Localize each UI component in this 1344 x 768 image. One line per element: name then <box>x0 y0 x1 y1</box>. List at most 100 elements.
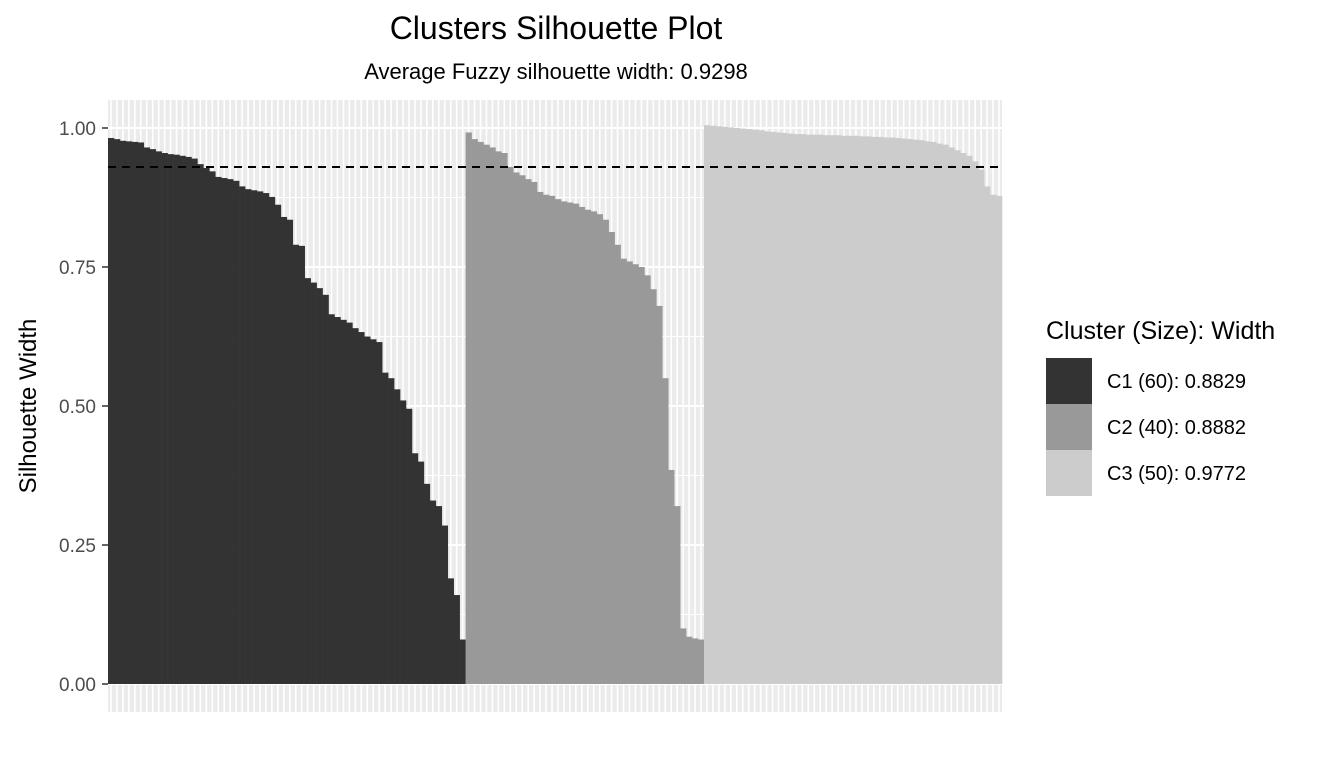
silhouette-bar-c2 <box>489 147 496 684</box>
silhouette-bar-c3 <box>805 134 812 684</box>
silhouette-bar-c1 <box>304 278 311 684</box>
silhouette-bar-c1 <box>191 158 198 684</box>
silhouette-bar-c1 <box>143 147 151 684</box>
silhouette-bar-c2 <box>686 636 693 684</box>
silhouette-bar-c1 <box>328 314 335 684</box>
silhouette-bar-c1 <box>316 288 323 684</box>
silhouette-bar-c2 <box>465 132 472 684</box>
silhouette-bar-c3 <box>775 132 782 684</box>
silhouette-bar-c2 <box>483 144 490 684</box>
silhouette-bar-c1 <box>161 153 168 684</box>
silhouette-bar-c3 <box>930 141 937 684</box>
silhouette-bar-c3 <box>870 136 878 684</box>
silhouette-bar-c1 <box>125 141 133 684</box>
silhouette-bar-c1 <box>441 525 449 684</box>
silhouette-bar-c1 <box>137 142 145 684</box>
silhouette-bar-c3 <box>942 144 949 684</box>
silhouette-bar-c1 <box>459 639 466 684</box>
y-tick-label: 0.75 <box>59 258 96 279</box>
silhouette-bar-c3 <box>841 135 848 684</box>
silhouette-bar-c3 <box>811 134 818 684</box>
silhouette-bar-c2 <box>614 244 621 684</box>
silhouette-bar-c1 <box>340 319 347 684</box>
silhouette-bar-c3 <box>847 135 854 684</box>
silhouette-bar-c2 <box>668 469 675 684</box>
silhouette-bar-c2 <box>525 179 532 685</box>
silhouette-bar-c2 <box>549 195 556 684</box>
chart-title: Clusters Silhouette Plot <box>390 10 723 46</box>
silhouette-bar-c1 <box>167 154 174 684</box>
silhouette-bar-c3 <box>984 186 991 684</box>
silhouette-bar-c1 <box>358 332 365 684</box>
silhouette-bar-c3 <box>864 136 872 685</box>
silhouette-bar-c1 <box>221 178 228 685</box>
silhouette-bar-c2 <box>590 211 598 684</box>
silhouette-bar-c1 <box>453 595 460 684</box>
silhouette-bar-c1 <box>185 156 192 685</box>
silhouette-bar-c1 <box>352 328 359 684</box>
silhouette-bar-c1 <box>149 149 156 685</box>
silhouette-bar-c3 <box>990 194 997 684</box>
silhouette-bar-c1 <box>257 191 264 684</box>
silhouette-bar-c2 <box>471 139 478 684</box>
silhouette-bar-c2 <box>698 639 705 684</box>
silhouette-bar-c3 <box>781 133 788 684</box>
silhouette-bar-c2 <box>519 175 526 684</box>
silhouette-bar-c3 <box>894 138 901 684</box>
silhouette-bar-c1 <box>227 179 234 685</box>
silhouette-bar-c1 <box>429 500 437 684</box>
silhouette-bar-c2 <box>513 172 520 685</box>
y-tick-label: 0.25 <box>59 536 96 557</box>
legend-key-c2 <box>1046 404 1092 450</box>
silhouette-bar-c3 <box>721 126 729 684</box>
silhouette-bar-c3 <box>888 137 896 684</box>
silhouette-bar-c2 <box>650 289 657 684</box>
silhouette-bar-c3 <box>966 155 973 685</box>
silhouette-bar-c3 <box>906 139 913 684</box>
silhouette-bar-c2 <box>555 199 562 684</box>
silhouette-bar-c1 <box>203 168 210 685</box>
silhouette-bar-c3 <box>858 136 866 685</box>
silhouette-bar-c1 <box>310 282 317 684</box>
legend-label-c1: C1 (60): 0.8829 <box>1107 371 1246 393</box>
silhouette-bar-c1 <box>119 140 127 685</box>
silhouette-bar-c1 <box>423 483 431 684</box>
silhouette-bar-c2 <box>584 209 592 684</box>
silhouette-bar-c3 <box>876 136 884 684</box>
silhouette-bar-c1 <box>173 154 180 685</box>
silhouette-bar-c2 <box>602 219 609 685</box>
silhouette-bar-c1 <box>280 216 288 684</box>
silhouette-bar-c1 <box>376 342 383 684</box>
y-tick-label: 1.00 <box>59 119 96 140</box>
silhouette-bar-c3 <box>787 133 794 684</box>
legend: Cluster (Size): Width C1 (60): 0.8829 C2 … <box>1046 317 1275 496</box>
y-tick-label: 0.00 <box>59 675 96 696</box>
silhouette-bar-c1 <box>209 171 216 685</box>
silhouette-bar-c2 <box>626 261 633 684</box>
silhouette-bar-c1 <box>233 180 240 684</box>
silhouette-bar-c2 <box>501 153 508 684</box>
silhouette-bar-c1 <box>346 322 353 684</box>
silhouette-bar-c1 <box>108 138 115 684</box>
silhouette-bar-c1 <box>370 339 377 684</box>
silhouette-bar-c1 <box>394 389 401 684</box>
plot-panel <box>108 100 1003 712</box>
silhouette-bar-c2 <box>656 305 663 684</box>
silhouette-bar-c3 <box>972 161 979 685</box>
silhouette-bar-c1 <box>251 190 258 684</box>
silhouette-bar-c2 <box>620 258 627 684</box>
silhouette-bar-c1 <box>292 244 300 684</box>
silhouette-bar-c2 <box>495 151 502 685</box>
silhouette-bar-c3 <box>751 129 758 685</box>
silhouette-bar-c1 <box>298 245 305 684</box>
silhouette-bar-c3 <box>757 130 764 684</box>
silhouette-bar-c2 <box>572 203 580 684</box>
silhouette-bar-c3 <box>769 131 776 685</box>
silhouette-bar-c3 <box>996 195 1003 684</box>
silhouette-bar-c3 <box>745 129 752 684</box>
silhouette-bar-c2 <box>560 201 568 684</box>
silhouette-bar-c1 <box>388 378 395 684</box>
silhouette-bar-c2 <box>644 275 651 684</box>
silhouette-bar-c1 <box>155 151 162 685</box>
